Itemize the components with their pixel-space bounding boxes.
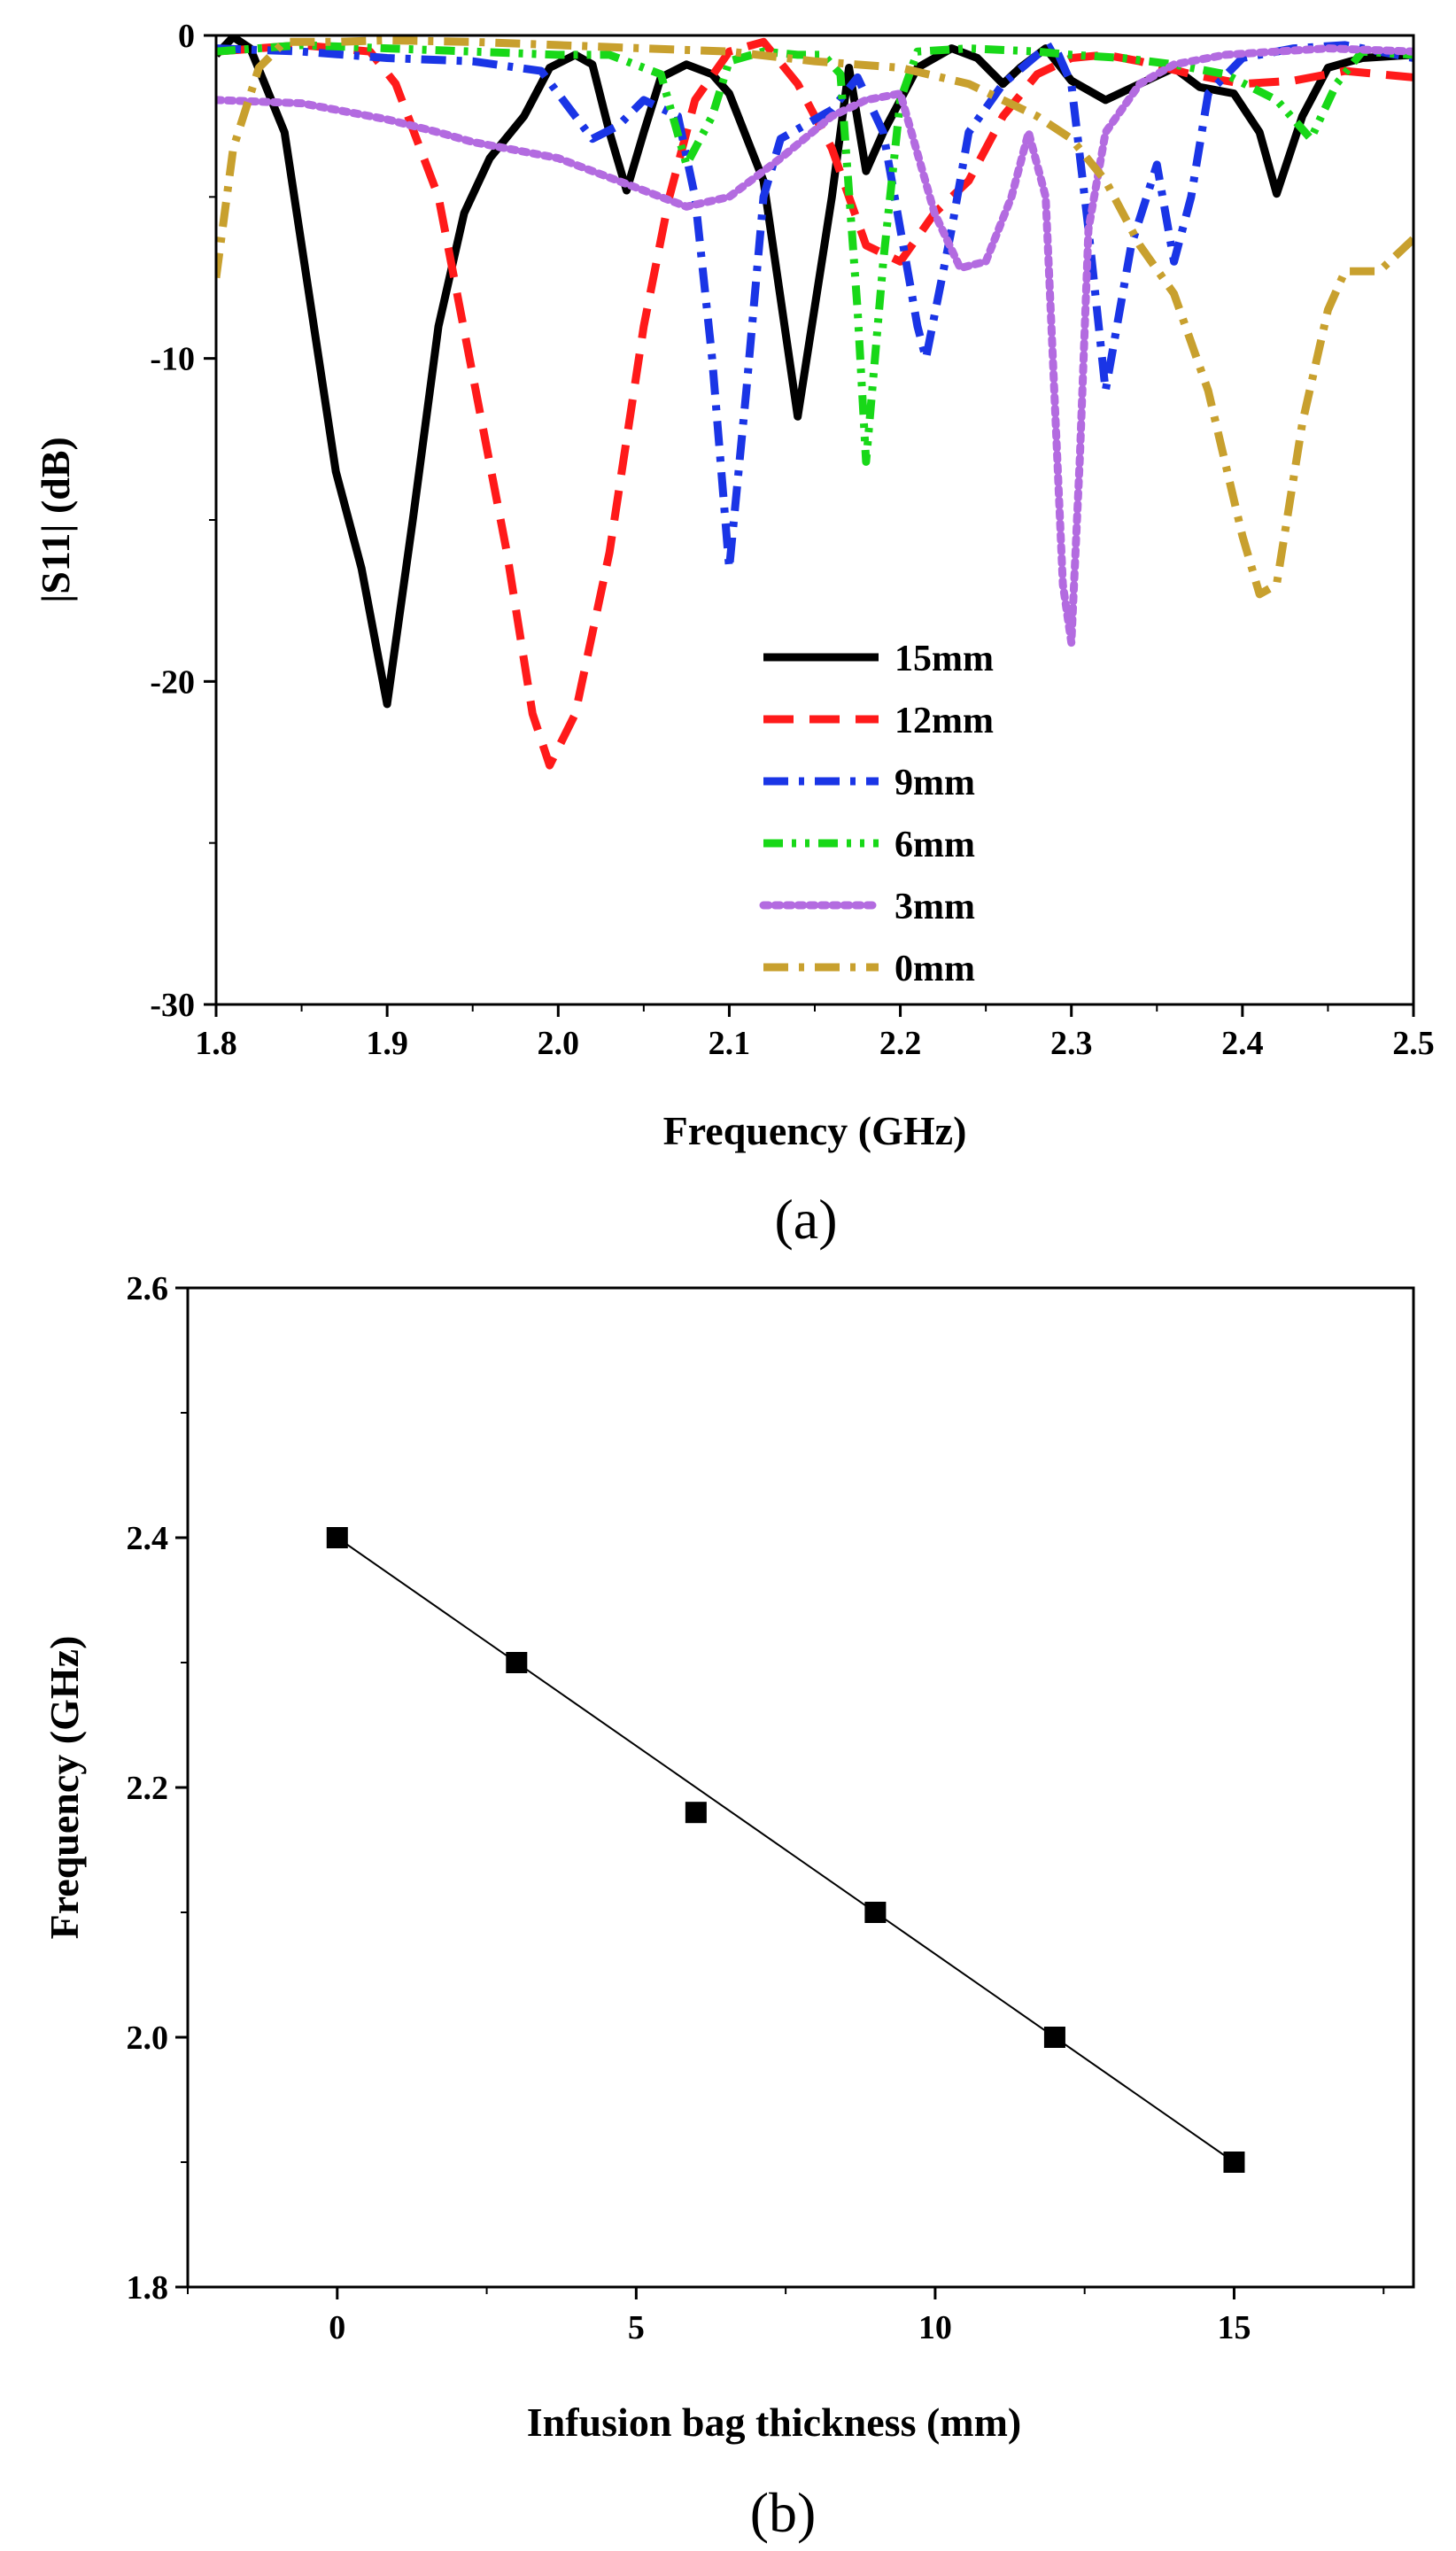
panel-label-a: (a) [774,1188,837,1251]
y-tick-label-a: -10 [150,341,195,378]
series-line-3mm [216,44,1413,647]
series-line-0mm [216,36,1413,599]
fit-line [337,1537,1235,2163]
plot-frame-b [186,1286,1415,2289]
x-tick-label-a: 2.4 [1221,1025,1264,1062]
series-line-6mm [216,41,1413,466]
series-line-15mm [216,35,1413,709]
y-axis-label-b: Frequency (GHz) [42,1636,87,1940]
x-tick-label-b: 0 [329,2309,345,2346]
series-line-12mm [216,37,1413,770]
legend-label-9mm: 9mm [895,763,975,803]
legend-label-15mm: 15mm [895,639,994,679]
data-point [1223,2152,1245,2173]
x-tick-label-a: 2.3 [1050,1025,1093,1062]
legend-label-0mm: 0mm [895,949,975,989]
x-tick-label-a: 1.8 [195,1025,237,1062]
y-tick-label-a: 0 [178,18,195,55]
series-group [216,35,1413,770]
x-tick-label-a: 2.1 [709,1025,751,1062]
data-point [685,1802,707,1824]
y-tick-label-b: 2.4 [127,1520,169,1557]
y-tick-label-a: -30 [150,987,195,1024]
y-tick-label-b: 2.6 [127,1270,169,1307]
legend-label-3mm: 3mm [895,887,975,927]
x-tick-label-b: 5 [628,2309,645,2346]
x-axis-label-b: Infusion bag thickness (mm) [527,2400,1022,2445]
x-tick-label-b: 15 [1217,2309,1251,2346]
plot-frame-a [214,34,1415,1006]
y-tick-label-b: 2.2 [127,1770,169,1807]
data-point [506,1652,528,1673]
x-axis-label-a: Frequency (GHz) [663,1108,967,1153]
panel-label-b: (b) [750,2481,817,2544]
chart-a: 1.8 1.9 2.0 2.1 2.2 2.3 2.4 2.5 0 -10 -20 -30 Freque… [33,18,1435,1251]
x-tick-label-a: 2.0 [538,1025,580,1062]
legend-label-6mm: 6mm [895,825,975,865]
data-point [326,1527,348,1548]
chart-b: 0 5 10 15 1.8 2.0 2.2 2.4 2.6 Infusion bag thickn… [42,1270,1415,2544]
x-tick-label-a: 2.2 [879,1025,922,1062]
y-tick-label-b: 2.0 [127,2020,169,2057]
y-tick-label-a: -20 [150,663,195,701]
y-tick-label-b: 1.8 [127,2269,169,2307]
x-tick-label-a: 2.5 [1392,1025,1435,1062]
legend: 15mm 12mm 9mm 6mm 3mm 0mm [759,639,994,989]
legend-label-12mm: 12mm [895,701,994,741]
data-point [1043,2027,1065,2048]
x-tick-label-a: 1.9 [366,1025,408,1062]
y-axis-label-a: |S11| (dB) [33,437,78,603]
series-line-9mm [216,41,1413,573]
x-tick-label-b: 10 [918,2309,952,2346]
data-point [864,1902,887,1923]
